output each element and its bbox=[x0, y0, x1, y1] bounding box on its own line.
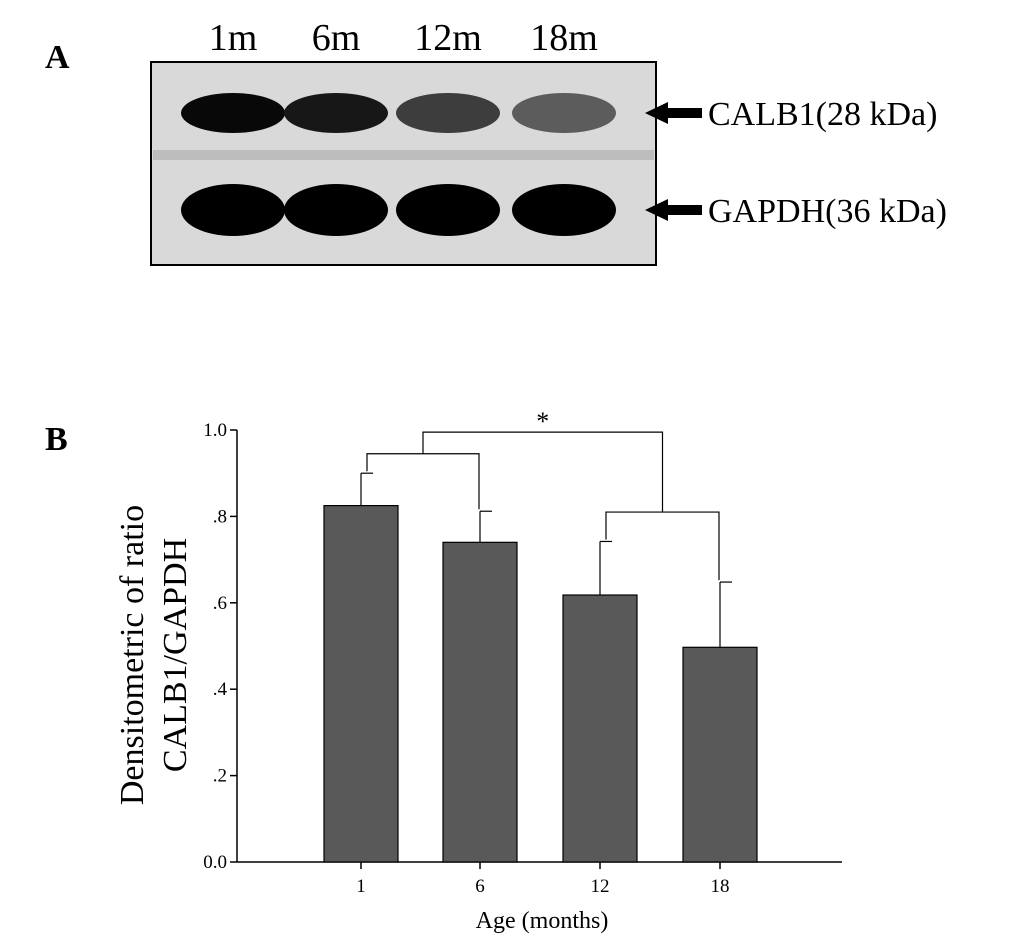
x-tick-label-1: 1 bbox=[356, 876, 366, 897]
band-labels: CALB1(28 kDa) GAPDH(36 kDa) bbox=[645, 96, 947, 230]
y-axis-title-line2: CALB1/GAPDH bbox=[157, 538, 194, 772]
lane-labels: 1m 6m 12m 18m bbox=[209, 17, 598, 59]
bar-18 bbox=[682, 646, 758, 863]
blot-band-gapdh-1m bbox=[181, 184, 285, 236]
arrow-shaft bbox=[666, 205, 702, 215]
arrow-shaft bbox=[666, 108, 702, 118]
significance-bracket-1 bbox=[366, 453, 480, 510]
lane-label-12m: 12m bbox=[414, 17, 482, 59]
panel-b-letter: B bbox=[45, 421, 68, 458]
blot-band-calb1-6m bbox=[284, 93, 388, 133]
significance-bracket-2 bbox=[605, 511, 720, 581]
y-tick-label: .8 bbox=[213, 506, 227, 527]
blot-bands bbox=[181, 93, 616, 236]
lane-label-18m: 18m bbox=[530, 17, 598, 59]
band-label-gapdh: GAPDH(36 kDa) bbox=[708, 193, 947, 230]
arrow-left-icon bbox=[645, 199, 668, 221]
blot-band-calb1-1m bbox=[181, 93, 285, 133]
x-tick-label-12: 12 bbox=[591, 876, 610, 897]
x-tick-label-18: 18 bbox=[711, 876, 730, 897]
lane-label-1m: 1m bbox=[209, 17, 258, 59]
x-axis-title: Age (months) bbox=[476, 908, 609, 934]
significance-bracket-main bbox=[422, 431, 664, 513]
blot-band-gapdh-18m bbox=[512, 184, 616, 236]
y-tick-label: .6 bbox=[213, 593, 227, 614]
bar-12 bbox=[562, 594, 638, 863]
bar-6 bbox=[442, 541, 518, 863]
significance-star: * bbox=[536, 407, 549, 436]
y-tick-label: 1.0 bbox=[203, 420, 227, 441]
y-axis-title-line1: Densitometric of ratio bbox=[114, 505, 151, 805]
panel-a-letter: A bbox=[45, 39, 70, 76]
arrow-left-icon bbox=[645, 102, 668, 124]
y-tick-label: 0.0 bbox=[203, 852, 227, 873]
blot-band-gapdh-6m bbox=[284, 184, 388, 236]
band-label-calb1: CALB1(28 kDa) bbox=[708, 96, 937, 133]
y-tick-label: .4 bbox=[213, 679, 228, 700]
blot-band-calb1-18m bbox=[512, 93, 616, 133]
x-tick-label-6: 6 bbox=[475, 876, 485, 897]
blot-band-gapdh-12m bbox=[396, 184, 500, 236]
y-tick-label: .2 bbox=[213, 766, 227, 787]
western-blot bbox=[150, 61, 657, 266]
bar-1 bbox=[323, 505, 399, 863]
blot-gap bbox=[153, 150, 654, 160]
blot-band-calb1-12m bbox=[396, 93, 500, 133]
bar-chart: 0.0 .2 .4 .6 .8 1.0 1 6 12 18 * bbox=[203, 407, 842, 897]
lane-label-6m: 6m bbox=[312, 17, 361, 59]
